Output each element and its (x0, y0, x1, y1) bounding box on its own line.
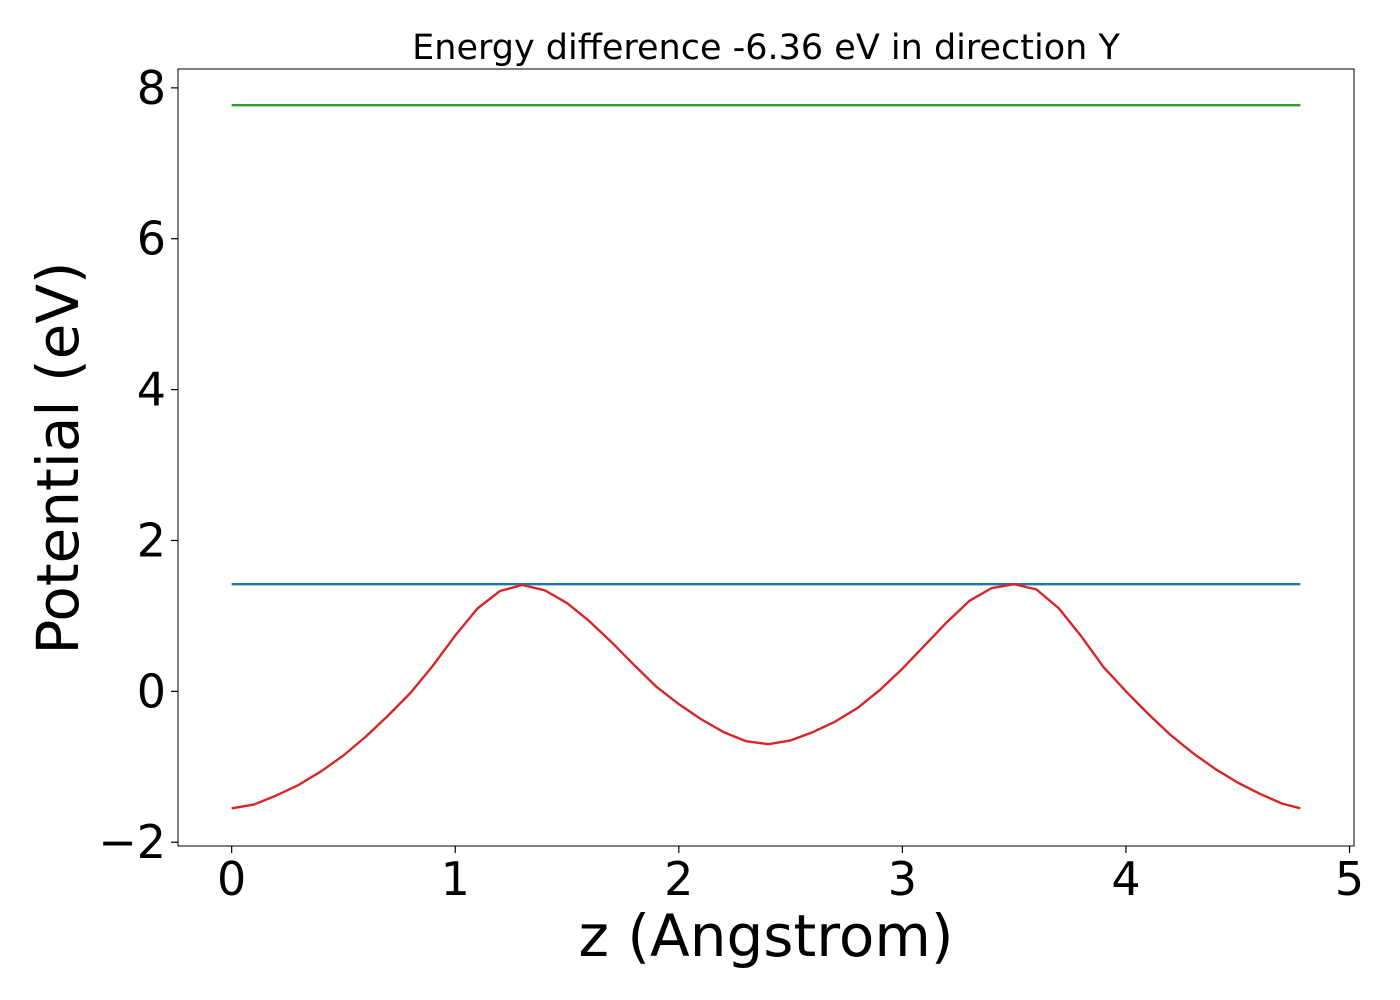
y-tick-label: 2 (137, 513, 166, 567)
x-tick-label: 0 (217, 852, 246, 906)
y-axis-ticks: −2 0 2 4 6 8 (98, 61, 178, 869)
series-layer (231, 104, 1301, 810)
chart-title: Energy difference -6.36 eV in direction … (412, 28, 1120, 68)
y-tick-label: 4 (137, 363, 166, 417)
y-tick-label: 8 (137, 61, 166, 115)
x-tick-label: 4 (1111, 852, 1140, 906)
y-tick-label: 6 (137, 212, 166, 266)
plot-frame (177, 68, 1355, 847)
x-tick-label: 1 (441, 852, 470, 906)
y-tick-label: −2 (98, 815, 166, 869)
x-tick-label: 2 (664, 852, 693, 906)
series-line-3 (231, 583, 1301, 810)
x-tick-label: 5 (1335, 852, 1364, 906)
y-axis-label: Potential (eV) (24, 261, 92, 654)
x-tick-label: 3 (888, 852, 917, 906)
y-tick-label: 0 (137, 664, 166, 718)
x-axis-label: z (Angstrom) (579, 902, 954, 970)
x-axis-ticks: 0 1 2 3 4 5 (217, 846, 1364, 906)
